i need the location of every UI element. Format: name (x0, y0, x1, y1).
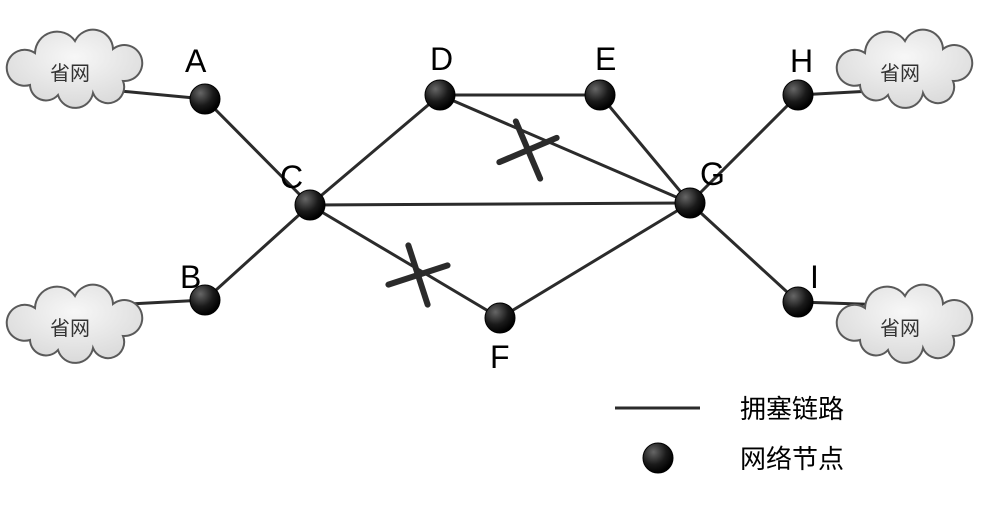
node-label-H: H (790, 43, 813, 79)
cloud-label: 省网 (50, 62, 90, 85)
congestion-mark-icon (388, 245, 447, 304)
node-A (190, 84, 220, 114)
legend-layer: 拥塞链路网络节点 (615, 395, 844, 474)
legend-line-label: 拥塞链路 (740, 395, 844, 424)
node-label-F: F (490, 339, 510, 375)
cloud-label: 省网 (880, 62, 920, 85)
legend-node-label: 网络节点 (740, 445, 844, 474)
cloud-label: 省网 (880, 317, 920, 340)
node-F (485, 303, 515, 333)
node-label-A: A (185, 43, 207, 79)
edge-G-I (690, 203, 798, 302)
node-I (783, 287, 813, 317)
edge-D-G (440, 95, 690, 203)
network-diagram: 省网省网省网省网 ABCDEFGHI 拥塞链路网络节点 (0, 0, 1000, 507)
congestion-mark-icon (499, 121, 556, 178)
cloud-label: 省网 (50, 317, 90, 340)
node-D (425, 80, 455, 110)
edge-C-G (310, 203, 690, 205)
nodes-layer (190, 80, 813, 333)
node-label-G: G (700, 156, 725, 192)
node-E (585, 80, 615, 110)
edge-C-F (310, 205, 500, 318)
edges-layer (205, 95, 798, 318)
node-label-C: C (280, 159, 303, 195)
node-H (783, 80, 813, 110)
crosses-layer (388, 121, 556, 304)
node-label-D: D (430, 41, 453, 77)
edge-B-C (205, 205, 310, 300)
node-label-I: I (810, 259, 819, 295)
node-G (675, 188, 705, 218)
edge-C-D (310, 95, 440, 205)
node-label-B: B (180, 259, 201, 295)
legend-node-sample (643, 443, 673, 473)
edge-F-G (500, 203, 690, 318)
edge-E-G (600, 95, 690, 203)
node-label-E: E (595, 41, 616, 77)
